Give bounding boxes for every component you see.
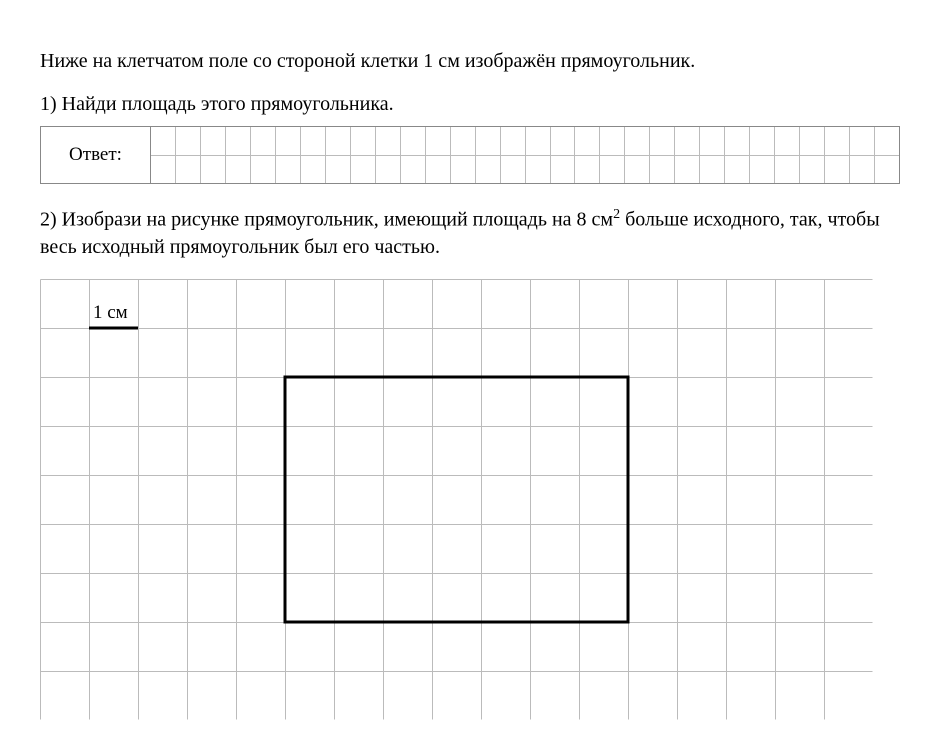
- answer-cell[interactable]: [750, 127, 775, 155]
- q2-part-a: 2) Изобрази на рисунке прямоугольник, им…: [40, 209, 613, 231]
- answer-cell[interactable]: [426, 156, 451, 184]
- answer-cell[interactable]: [201, 156, 226, 184]
- answer-cell[interactable]: [301, 127, 326, 155]
- answer-cell[interactable]: [376, 156, 401, 184]
- answer-cell[interactable]: [625, 127, 650, 155]
- answer-cell[interactable]: [201, 127, 226, 155]
- answer-cell[interactable]: [226, 127, 251, 155]
- answer-cell[interactable]: [650, 127, 675, 155]
- answer-cell[interactable]: [426, 127, 451, 155]
- answer-cell[interactable]: [725, 127, 750, 155]
- answer-cell[interactable]: [825, 127, 850, 155]
- answer-cell[interactable]: [301, 156, 326, 184]
- answer-cell[interactable]: [575, 127, 600, 155]
- source-rectangle: [285, 377, 628, 622]
- answer-cell[interactable]: [800, 127, 825, 155]
- answer-cell[interactable]: [650, 156, 675, 184]
- answer-cell[interactable]: [850, 127, 875, 155]
- answer-cell[interactable]: [850, 156, 875, 184]
- answer-cell[interactable]: [276, 156, 301, 184]
- answer-cell[interactable]: [625, 156, 650, 184]
- answer-cell[interactable]: [875, 156, 899, 184]
- answer-grid[interactable]: [151, 127, 899, 183]
- question-2: 2) Изобрази на рисунке прямоугольник, им…: [40, 206, 900, 261]
- answer-cell[interactable]: [226, 156, 251, 184]
- figure: 1 см: [40, 279, 900, 720]
- answer-cell[interactable]: [675, 127, 700, 155]
- answer-cell[interactable]: [176, 156, 201, 184]
- answer-cell[interactable]: [725, 156, 750, 184]
- answer-cell[interactable]: [351, 127, 376, 155]
- answer-cell[interactable]: [476, 127, 501, 155]
- answer-cell[interactable]: [775, 127, 800, 155]
- answer-cell[interactable]: [326, 127, 351, 155]
- answer-cell[interactable]: [351, 156, 376, 184]
- answer-cell[interactable]: [800, 156, 825, 184]
- answer-row: [151, 156, 899, 184]
- answer-cell[interactable]: [526, 156, 551, 184]
- answer-cell[interactable]: [551, 127, 576, 155]
- answer-cell[interactable]: [700, 127, 725, 155]
- answer-cell[interactable]: [600, 156, 625, 184]
- answer-row: [151, 127, 899, 156]
- answer-cell[interactable]: [526, 127, 551, 155]
- answer-cell[interactable]: [875, 127, 899, 155]
- figure-svg: 1 см: [40, 279, 873, 720]
- answer-cell[interactable]: [750, 156, 775, 184]
- answer-cell[interactable]: [251, 156, 276, 184]
- answer-cell[interactable]: [575, 156, 600, 184]
- answer-cell[interactable]: [326, 156, 351, 184]
- answer-cell[interactable]: [251, 127, 276, 155]
- answer-cell[interactable]: [700, 156, 725, 184]
- q2-superscript: 2: [613, 207, 620, 222]
- answer-cell[interactable]: [825, 156, 850, 184]
- answer-cell[interactable]: [451, 127, 476, 155]
- answer-cell[interactable]: [451, 156, 476, 184]
- answer-cell[interactable]: [501, 127, 526, 155]
- answer-cell[interactable]: [401, 127, 426, 155]
- answer-box: Ответ:: [40, 126, 900, 184]
- answer-cell[interactable]: [376, 127, 401, 155]
- answer-cell[interactable]: [401, 156, 426, 184]
- question-1: 1) Найди площадь этого прямоугольника.: [40, 93, 900, 116]
- answer-cell[interactable]: [151, 127, 176, 155]
- answer-cell[interactable]: [775, 156, 800, 184]
- answer-cell[interactable]: [276, 127, 301, 155]
- answer-cell[interactable]: [501, 156, 526, 184]
- cm-label: 1 см: [93, 302, 128, 323]
- answer-label: Ответ:: [41, 127, 151, 183]
- answer-cell[interactable]: [551, 156, 576, 184]
- intro-text: Ниже на клетчатом поле со стороной клетк…: [40, 50, 900, 73]
- answer-cell[interactable]: [176, 127, 201, 155]
- answer-cell[interactable]: [600, 127, 625, 155]
- answer-cell[interactable]: [675, 156, 700, 184]
- answer-cell[interactable]: [476, 156, 501, 184]
- answer-cell[interactable]: [151, 156, 176, 184]
